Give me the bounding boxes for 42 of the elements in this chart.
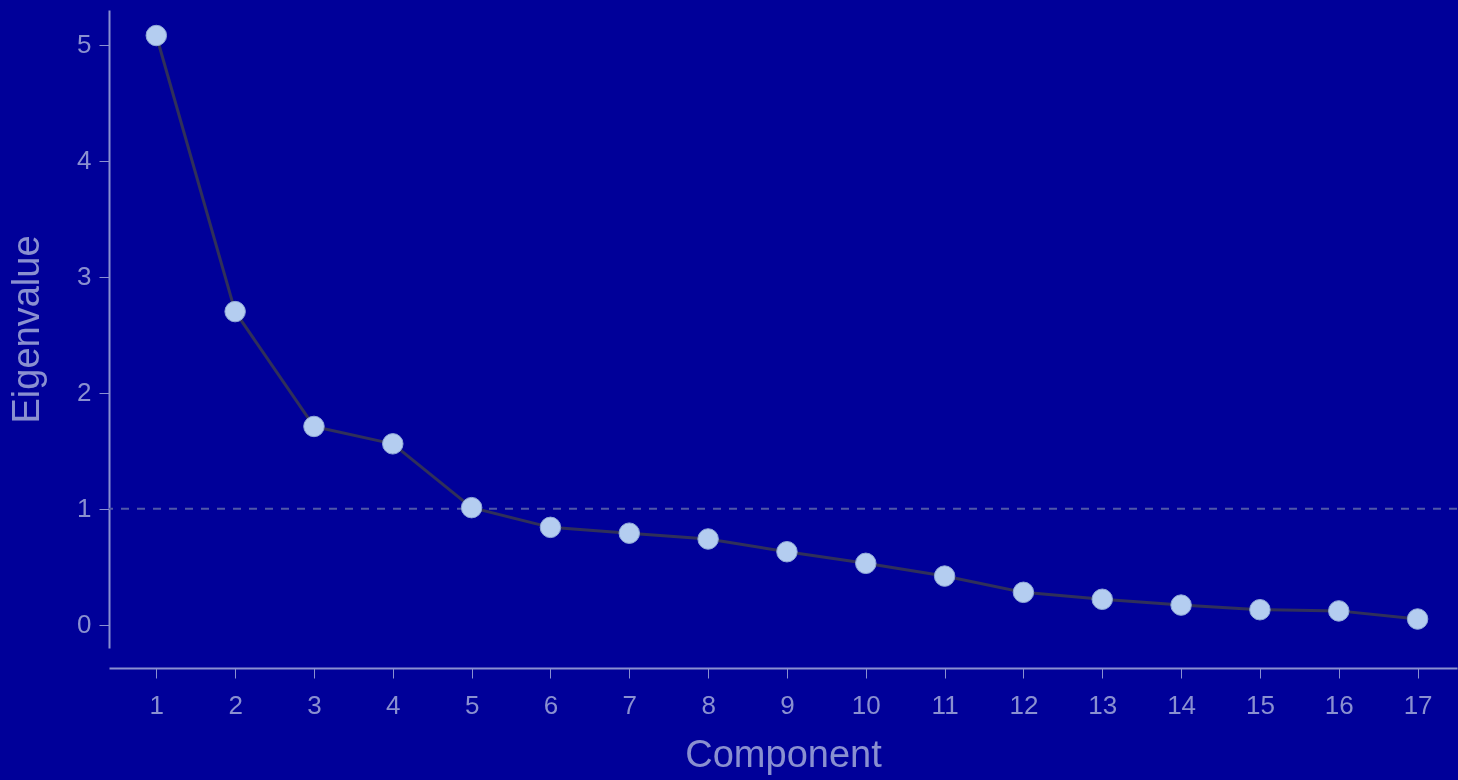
x-tick-label: 7: [622, 689, 638, 720]
x-tick-label: 11: [931, 689, 959, 720]
y-tick-label: 0: [77, 609, 92, 640]
y-tick-label: 4: [77, 145, 92, 176]
x-tick-label: 15: [1245, 689, 1275, 720]
x-tick-label: 8: [701, 689, 716, 720]
y-tick-label: 3: [77, 261, 92, 292]
x-tick-label: 14: [1167, 689, 1197, 720]
point: [460, 496, 483, 519]
x-tick-label: 16: [1324, 689, 1354, 720]
point: [1406, 608, 1429, 630]
x-tick-label: 9: [780, 689, 795, 720]
point: [1170, 594, 1192, 616]
point: [1012, 581, 1035, 604]
point: [224, 300, 246, 323]
x-tick-label: 5: [464, 689, 480, 720]
point: [1249, 598, 1271, 621]
point: [539, 516, 562, 539]
point: [1328, 600, 1350, 622]
point: [776, 540, 798, 563]
x-tick-label: 4: [386, 689, 401, 720]
x-tick-label: 2: [228, 689, 243, 720]
point: [855, 552, 877, 575]
point: [618, 522, 641, 544]
x-tick-label: 13: [1088, 689, 1118, 720]
point: [303, 415, 325, 438]
point: [933, 565, 956, 587]
x-tick-label: 17: [1403, 689, 1433, 720]
y-tick-label: 5: [77, 29, 92, 60]
point: [382, 433, 404, 455]
x-tick-label: 10: [851, 689, 881, 720]
x-tick-label: 6: [543, 689, 559, 720]
x-axis-title: Component: [685, 732, 883, 775]
point: [697, 528, 719, 550]
y-tick-label: 2: [77, 377, 92, 408]
x-tick-label: 3: [307, 689, 322, 720]
y-tick-label: 1: [77, 493, 92, 524]
y-axis-title: Eigenvalue: [5, 235, 48, 424]
x-tick-label: 1: [149, 689, 165, 720]
point: [145, 24, 168, 47]
x-tick-label: 12: [1009, 689, 1039, 720]
point: [1091, 588, 1114, 611]
